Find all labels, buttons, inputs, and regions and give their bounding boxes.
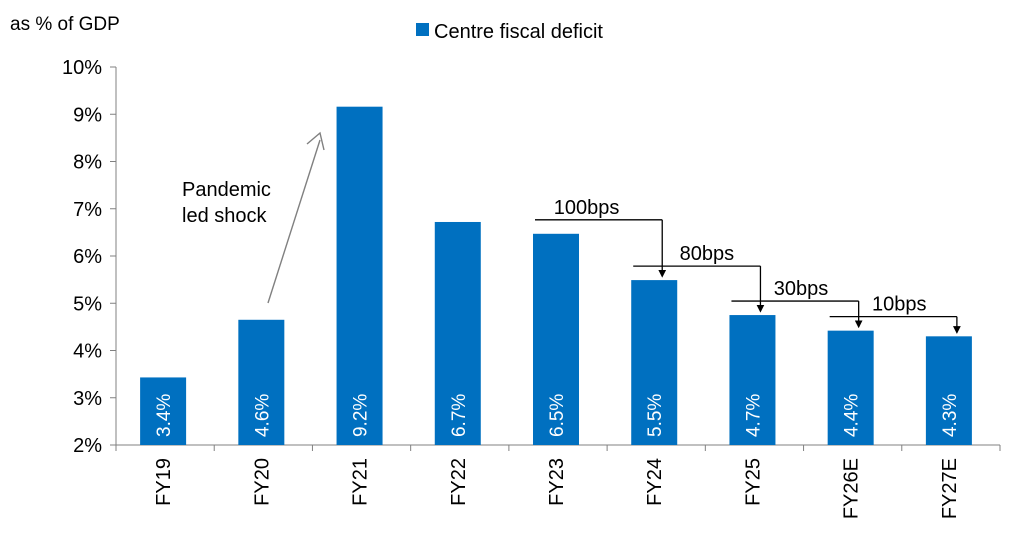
y-ticks: 2% 3% 4% 5% 6% 7% 8% 9% 10% [62, 57, 116, 457]
x-ticks [115, 445, 1001, 451]
x-category-label: FY25 [742, 458, 764, 506]
x-category-label: FY21 [350, 458, 372, 506]
y-tick-label: 6% [73, 246, 102, 268]
bar-labels: 3.4% 4.6% 9.2% 6.7% 6.5% 5.5% 4.7% 4.4% 4.3% [154, 394, 961, 437]
pandemic-annotation-line1: Pandemic [182, 179, 271, 201]
legend: Centre fiscal deficit [416, 21, 603, 43]
y-axis-unit-label: as % of GDP [10, 14, 120, 35]
x-category-label: FY19 [153, 458, 175, 506]
x-category-label: FY23 [546, 458, 568, 506]
bar-fy26e [827, 330, 874, 445]
y-tick-label: 9% [73, 104, 102, 126]
bar-value-label: 6.7% [449, 394, 470, 437]
x-category-label: FY22 [448, 458, 470, 506]
x-category-label: FY27E [939, 458, 961, 519]
bar-fy20 [238, 319, 285, 445]
bar-value-label: 4.3% [940, 394, 961, 437]
step-annotation-10bps: 10bps [829, 294, 961, 334]
pandemic-arrow [267, 131, 325, 304]
bars [140, 106, 972, 445]
pandemic-annotation: Pandemic led shock [182, 131, 325, 304]
y-tick-label: 4% [73, 341, 102, 363]
bar-value-label: 4.7% [743, 394, 764, 437]
bar-fy22 [434, 221, 481, 445]
bar-fy21 [336, 106, 383, 445]
step-annotation-30bps: 30bps [731, 278, 863, 329]
bar-value-label: 3.4% [154, 394, 175, 437]
step-label: 80bps [680, 243, 735, 265]
y-tick-label: 5% [73, 293, 102, 315]
step-label: 30bps [774, 278, 829, 300]
bar-fy24 [631, 280, 678, 445]
x-category-label: FY20 [251, 458, 273, 506]
y-tick-label: 10% [62, 57, 102, 79]
bar-fy27e [925, 336, 972, 445]
step-annotation-80bps: 80bps [633, 243, 765, 313]
step-label: 10bps [872, 294, 927, 316]
bar-fy23 [533, 233, 579, 445]
bar-value-label: 4.6% [252, 394, 273, 437]
x-category-labels: FY19 FY20 FY21 FY22 FY23 FY24 FY25 FY26E FY27E [153, 458, 961, 519]
bar-value-label: 5.5% [645, 394, 666, 437]
pandemic-annotation-line2: led shock [182, 205, 267, 227]
y-tick-label: 3% [73, 388, 102, 410]
legend-label: Centre fiscal deficit [434, 21, 603, 43]
y-tick-label: 2% [73, 435, 102, 457]
step-annotations: 100bps 80bps 30bps 10bps [535, 197, 961, 334]
bar-value-label: 4.4% [842, 394, 863, 437]
step-label: 100bps [554, 197, 620, 219]
y-tick-label: 7% [73, 199, 102, 221]
x-category-label: FY24 [644, 458, 666, 506]
legend-swatch [416, 23, 429, 36]
y-tick-label: 8% [73, 152, 102, 174]
bar-fy25 [729, 315, 776, 445]
bar-value-label: 9.2% [351, 394, 372, 437]
bar-value-label: 6.5% [547, 394, 568, 437]
bar-fy19 [140, 377, 187, 445]
x-category-label: FY26E [841, 458, 863, 519]
